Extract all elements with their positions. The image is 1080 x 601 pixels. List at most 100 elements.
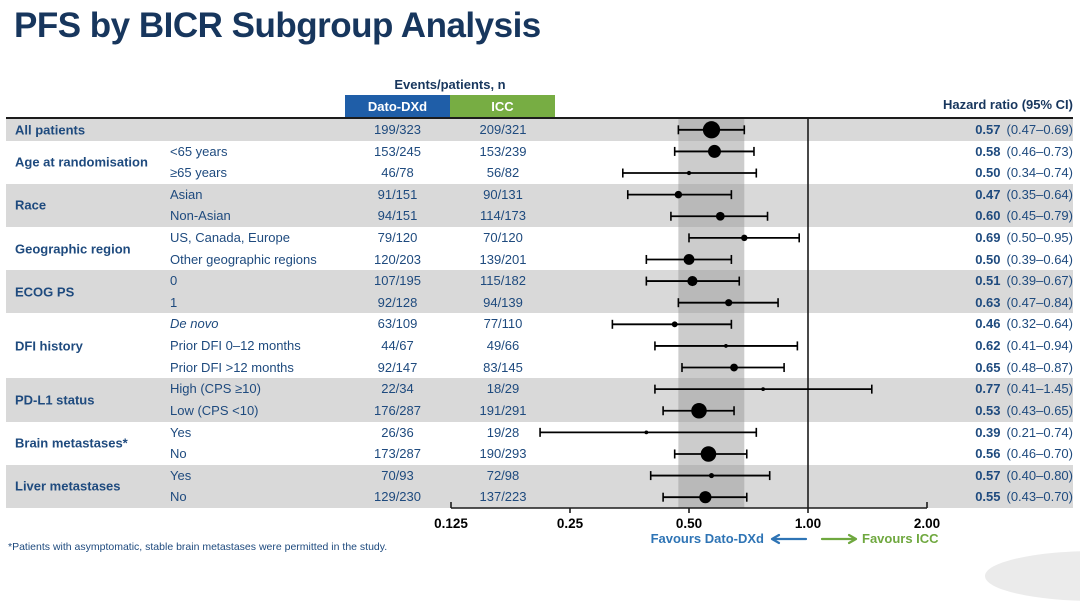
table-row: 199/323 209/321 0.57 (0.47–0.69) [6,119,1073,141]
icc-events-value: 190/293 [479,446,527,462]
subgroup-group: All patients 199/323 209/321 0.57 (0.47–0.69… [6,119,1073,141]
subgroup-group: Race Asian 91/151 90/131 0.47 (0.35–0.64) Non-… [6,183,1073,228]
hazard-ratio-cell: 0.55 (0.43–0.70) [900,486,1073,508]
dato-dxd-events-value: 176/287 [374,402,421,418]
table-row: Prior DFI >12 months 92/147 83/145 0.65 (0.4… [6,357,1073,379]
table-row: Yes 70/93 72/98 0.57 (0.40–0.80) [6,465,1073,487]
subgroup-group: Brain metastases* Yes 26/36 19/28 0.39 (0.21–… [6,422,1073,465]
hr-value: 0.50 [975,251,1001,267]
hr-value: 0.62 [975,338,1001,354]
dato-dxd-events-value: 26/36 [381,424,414,440]
ci-value: (0.39–0.67) [1006,273,1074,289]
hr-value: 0.58 [975,143,1001,159]
group-label: ECOG PS [15,284,75,300]
ci-value: (0.39–0.64) [1006,251,1074,267]
ci-value: (0.32–0.64) [1006,316,1074,332]
hazard-ratio-cell: 0.50 (0.39–0.64) [900,249,1073,271]
table-row: <65 years 153/245 153/239 0.58 (0.46–0.73) [6,141,1073,163]
ci-value: (0.47–0.69) [1006,122,1074,137]
favours-icc-label: Favours ICC [862,531,939,546]
table-row: No 173/287 190/293 0.56 (0.46–0.70) [6,443,1073,465]
dato-dxd-events-value: 120/203 [374,251,421,267]
hazard-ratio-cell: 0.56 (0.46–0.70) [900,443,1073,465]
subgroup-label: Non-Asian [170,208,231,224]
subgroup-group: ECOG PS 0 107/195 115/182 0.51 (0.39–0.67) 1 92… [6,270,1073,314]
icc-events-value: 77/110 [483,316,523,332]
subgroup-label: Asian [170,186,203,202]
icc-events-value: 56/82 [486,165,520,181]
ci-value: (0.45–0.79) [1006,208,1074,224]
dato-dxd-events-value: 22/34 [381,381,414,397]
ci-value: (0.21–0.74) [1006,424,1074,440]
dato-dxd-events-value: 44/67 [381,338,414,354]
hazard-ratio-cell: 0.50 (0.34–0.74) [900,162,1073,184]
subgroup-group: PD-L1 status High (CPS ≥10) 22/34 18/29 0.77… [6,378,1074,422]
hazard-ratio-cell: 0.77 (0.41–1.45) [900,378,1073,400]
hr-value: 0.55 [975,489,1001,505]
icc-events-value: 83/145 [483,359,523,375]
dato-dxd-events-value: 91/151 [377,186,418,202]
table-row: Yes 26/36 19/28 0.39 (0.21–0.74) [6,422,1073,444]
hazard-ratio-cell: 0.39 (0.21–0.74) [900,422,1073,444]
hazard-ratio-cell: 0.47 (0.35–0.64) [900,184,1073,206]
table-row: 1 92/128 94/139 0.63 (0.47–0.84) [6,292,1073,314]
table-row: De novo 63/109 77/110 0.46 (0.32–0.64) [6,313,1073,335]
hr-value: 0.60 [975,208,1001,224]
ci-value: (0.41–1.45) [1006,381,1074,397]
arm-header-dato-dxd: Dato-DXd [345,95,450,118]
icc-events-value: 49/66 [486,338,520,354]
dato-dxd-events-value: 79/120 [377,230,418,246]
group-label: Liver metastases [15,478,121,494]
subgroup-label: Yes [170,424,192,440]
hazard-ratio-cell: 0.62 (0.41–0.94) [900,335,1073,357]
table-row: Asian 91/151 90/131 0.47 (0.35–0.64) [6,184,1073,206]
hazard-ratio-cell: 0.69 (0.50–0.95) [900,227,1073,249]
ci-value: (0.46–0.73) [1006,143,1074,159]
group-label: Race [15,197,47,213]
hr-value: 0.65 [975,359,1001,375]
ci-value: (0.43–0.70) [1006,489,1074,505]
hr-value: 0.50 [975,165,1001,181]
table-row: ≥65 years 46/78 56/82 0.50 (0.34–0.74) [6,162,1073,184]
ci-value: (0.40–0.80) [1006,467,1074,483]
subgroup-label: 1 [170,294,178,310]
favours-dato-dxd-label: Favours Dato-DXd [650,531,764,546]
icc-events-value: 18/29 [486,381,520,397]
icc-events-value: 70/120 [483,230,523,246]
footnote: *Patients with asymptomatic, stable brai… [8,541,388,553]
icc-events-value: 137/223 [479,489,527,505]
icc-events-value: 19/28 [486,424,520,440]
hr-value: 0.39 [975,424,1001,440]
ci-value: (0.43–0.65) [1006,402,1074,418]
dato-dxd-events-value: 153/245 [374,143,421,159]
subgroup-label: 0 [170,273,178,289]
icc-events-value: 94/139 [483,294,523,310]
icc-events-value: 114/173 [479,208,527,224]
table-row: 0 107/195 115/182 0.51 (0.39–0.67) [6,270,1073,292]
slide-corner-decoration [985,551,1080,601]
arm-header-icc: ICC [450,95,555,118]
ci-value: (0.50–0.95) [1006,230,1074,246]
group-label: PD-L1 status [15,392,95,408]
dato-dxd-events-value: 63/109 [377,316,418,332]
hr-value: 0.69 [975,230,1001,246]
icc-events-value: 153/239 [479,143,527,159]
hr-value: 0.51 [975,273,1001,289]
hazard-ratio-cell: 0.60 (0.45–0.79) [900,205,1073,227]
ci-value: (0.46–0.70) [1006,446,1074,462]
icc-events-value: 72/98 [486,467,520,483]
table-row: No 129/230 137/223 0.55 (0.43–0.70) [6,486,1073,508]
subgroup-label: Low (CPS <10) [170,402,259,418]
favours-left-arrow-icon [770,533,808,545]
hazard-ratio-cell: 0.51 (0.39–0.67) [900,270,1073,292]
icc-events-value: 191/291 [479,402,527,418]
favours-right-arrow-icon [820,533,858,545]
dato-dxd-events-value: 199/323 [374,122,421,137]
subgroup-group: Geographic region US, Canada, Europe 79/12… [6,227,1073,270]
table-row: Prior DFI 0–12 months 44/67 49/66 0.62 (0.41… [6,335,1073,357]
axis-tick-label: 0.25 [557,516,584,531]
axis-tick-label: 2.00 [914,516,940,531]
icc-events-value: 115/182 [479,273,527,289]
hr-value: 0.46 [975,316,1001,332]
subgroup-label: Prior DFI >12 months [170,359,294,375]
